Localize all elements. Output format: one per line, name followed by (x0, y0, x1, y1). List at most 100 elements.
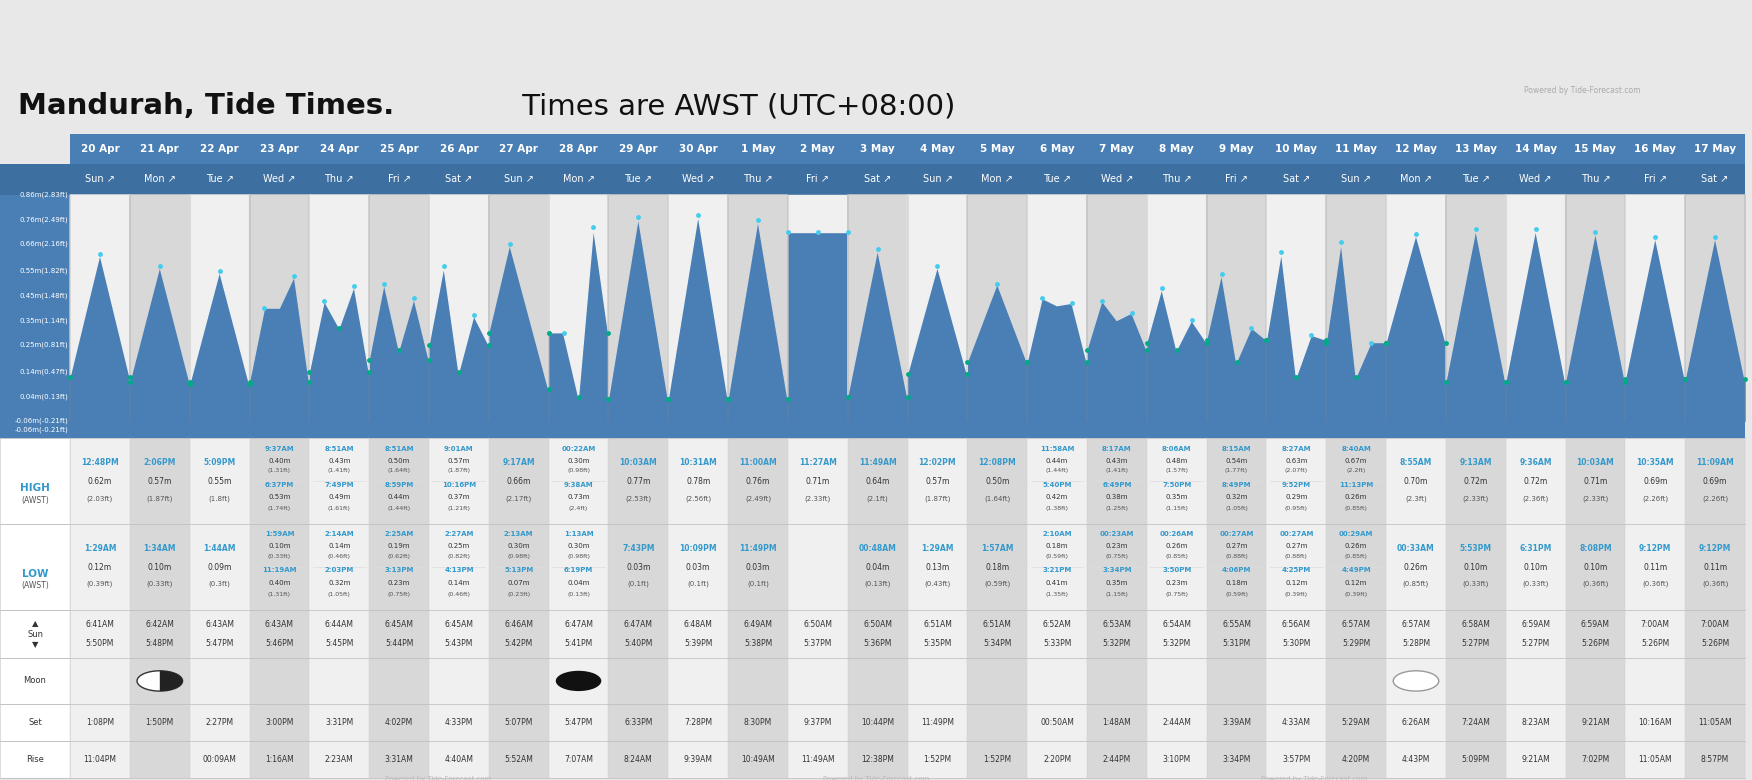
Bar (70, 658, 130, 704)
Text: 8:17AM: 8:17AM (1102, 445, 1132, 452)
Bar (189, 704, 249, 741)
Text: 5:44PM: 5:44PM (385, 640, 413, 648)
Text: 0.11m: 0.11m (1643, 562, 1668, 572)
Polygon shape (1086, 195, 1148, 350)
Text: 0.44m: 0.44m (1046, 458, 1069, 463)
Text: 2:13AM: 2:13AM (505, 531, 533, 537)
Text: 7 May: 7 May (1100, 144, 1134, 154)
Polygon shape (1326, 195, 1386, 377)
Bar (1267, 610, 1326, 658)
Text: 6:50AM: 6:50AM (864, 620, 892, 629)
Text: 0.03m: 0.03m (746, 562, 771, 572)
Text: 5:31PM: 5:31PM (1223, 640, 1251, 648)
Bar (729, 438, 788, 524)
Text: 11 May: 11 May (1335, 144, 1377, 154)
Text: 0.72m: 0.72m (1463, 477, 1487, 486)
Text: (1.05ft): (1.05ft) (1225, 506, 1247, 511)
Bar (0, 524, 70, 610)
Bar (130, 438, 189, 524)
Bar (249, 658, 310, 704)
Text: 12:08PM: 12:08PM (978, 458, 1016, 467)
Text: (1.31ft): (1.31ft) (268, 592, 291, 597)
Bar (1505, 195, 1566, 421)
Text: 5:43PM: 5:43PM (445, 640, 473, 648)
Text: 0.12m: 0.12m (1286, 580, 1307, 586)
Bar (310, 195, 370, 421)
Text: 6:49AM: 6:49AM (743, 620, 773, 629)
Text: 1 May: 1 May (741, 144, 776, 154)
Text: 6:50AM: 6:50AM (804, 620, 832, 629)
Text: 0.14m: 0.14m (328, 544, 350, 549)
Text: 8:51AM: 8:51AM (324, 445, 354, 452)
Bar (1027, 524, 1086, 610)
Text: (2.03ft): (2.03ft) (88, 495, 114, 502)
Text: 5:26PM: 5:26PM (1582, 640, 1610, 648)
Text: 5:33PM: 5:33PM (1042, 640, 1070, 648)
Text: (0.98ft): (0.98ft) (568, 469, 590, 473)
Bar (189, 658, 249, 704)
Text: (1.64ft): (1.64ft) (985, 495, 1011, 502)
Text: 00:23AM: 00:23AM (1100, 531, 1134, 537)
Text: 0.04m(0.13ft): 0.04m(0.13ft) (19, 393, 68, 400)
Text: 5:29AM: 5:29AM (1342, 718, 1370, 727)
Text: (1.44ft): (1.44ft) (387, 506, 410, 511)
Bar (548, 704, 608, 741)
Text: 00:33AM: 00:33AM (1396, 544, 1435, 553)
Polygon shape (1207, 195, 1267, 362)
Text: 7:24AM: 7:24AM (1461, 718, 1491, 727)
Text: Wed ↗: Wed ↗ (263, 175, 296, 184)
Bar (249, 704, 310, 741)
Text: Wed ↗: Wed ↗ (1100, 175, 1134, 184)
Text: 6:26AM: 6:26AM (1402, 718, 1430, 727)
Bar (1207, 438, 1267, 524)
Text: 25 Apr: 25 Apr (380, 144, 419, 154)
Bar (1148, 658, 1207, 704)
Text: (0.36ft): (0.36ft) (1701, 581, 1727, 587)
Text: 26 Apr: 26 Apr (440, 144, 478, 154)
Bar (70, 741, 130, 778)
Text: 28 Apr: 28 Apr (559, 144, 597, 154)
Text: 11:00AM: 11:00AM (739, 458, 776, 467)
Text: (1.8ft): (1.8ft) (208, 495, 231, 502)
Text: Fri ↗: Fri ↗ (806, 175, 829, 184)
Text: 0.18m: 0.18m (1046, 544, 1069, 549)
Text: 2:20PM: 2:20PM (1042, 755, 1070, 764)
Bar (548, 524, 608, 610)
Bar (1027, 438, 1086, 524)
Text: 0.48m: 0.48m (1165, 458, 1188, 463)
Wedge shape (159, 671, 182, 691)
Bar (1207, 610, 1267, 658)
Bar (310, 610, 370, 658)
Bar (788, 438, 848, 524)
Bar (1386, 195, 1445, 421)
Text: 2:14AM: 2:14AM (324, 531, 354, 537)
Text: 0.32m: 0.32m (328, 580, 350, 586)
Bar (1207, 195, 1267, 421)
Text: 6:49PM: 6:49PM (1102, 482, 1132, 488)
Bar (848, 195, 908, 421)
Bar (189, 195, 249, 421)
Text: 8:30PM: 8:30PM (745, 718, 773, 727)
Text: Thu ↗: Thu ↗ (1162, 175, 1191, 184)
Text: 10:16PM: 10:16PM (442, 482, 477, 488)
Text: Sun ↗: Sun ↗ (505, 175, 534, 184)
Bar (548, 610, 608, 658)
Text: LOW: LOW (21, 569, 49, 579)
Text: 15 May: 15 May (1575, 144, 1617, 154)
Polygon shape (908, 266, 967, 421)
Bar (1027, 658, 1086, 704)
Bar (370, 658, 429, 704)
Text: 0.11m: 0.11m (1703, 562, 1727, 572)
Polygon shape (1685, 237, 1745, 421)
Bar (729, 195, 788, 421)
Bar (489, 704, 548, 741)
Text: 00:50AM: 00:50AM (1041, 718, 1074, 727)
Text: -0.06m(-0.21ft): -0.06m(-0.21ft) (14, 427, 68, 433)
Text: 6:48AM: 6:48AM (683, 620, 713, 629)
Bar (848, 610, 908, 658)
Bar (1267, 741, 1326, 778)
Text: 0.72m: 0.72m (1524, 477, 1547, 486)
Text: (1.61ft): (1.61ft) (328, 506, 350, 511)
Bar (1685, 438, 1745, 524)
Bar (130, 195, 189, 421)
